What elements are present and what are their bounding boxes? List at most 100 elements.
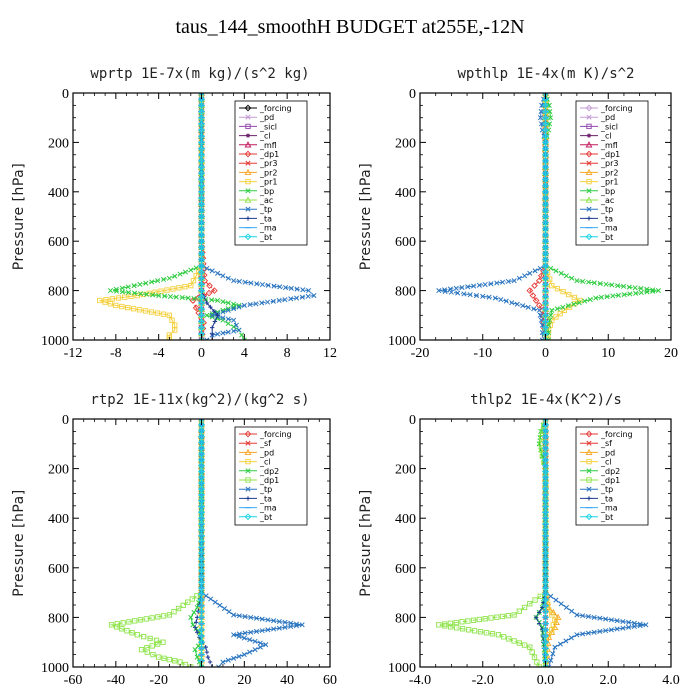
series-point: [527, 644, 533, 650]
series-point: [538, 121, 544, 127]
legend-entry: _ma: [600, 224, 618, 233]
series-point: [542, 274, 549, 282]
x-tick-label: -20: [411, 346, 430, 361]
series-point: [166, 275, 172, 281]
series-point: [448, 289, 454, 295]
series-point: [558, 601, 564, 607]
series-point: [137, 281, 143, 287]
series-point: [114, 621, 120, 627]
legend-swatch-marker: [244, 196, 252, 203]
series-point: [569, 608, 575, 614]
series-point: [259, 300, 265, 306]
series-point: [574, 278, 580, 284]
series-point: [160, 311, 167, 317]
series-point: [109, 296, 115, 302]
series-point: [125, 289, 132, 296]
series-point: [171, 609, 177, 615]
legend-entry: _mfl: [600, 141, 618, 150]
series-point: [198, 250, 205, 257]
series-point: [542, 287, 549, 294]
page-title: taus_144_smoothH BUDGET at255E,-12N: [175, 16, 525, 38]
series-point: [614, 618, 620, 624]
series-point: [542, 318, 549, 325]
x-tick-label: 0: [198, 673, 205, 688]
legend-swatch-marker: [585, 513, 593, 521]
legend-entry: _ac: [259, 196, 273, 205]
series-point: [198, 256, 205, 264]
series-point: [271, 283, 277, 289]
series-point: [529, 292, 537, 299]
legend-entry: _bt: [259, 513, 272, 522]
series-point: [253, 301, 259, 307]
y-tick-label: 1000: [388, 661, 416, 676]
series-point: [198, 632, 205, 640]
series-point: [198, 219, 205, 227]
series-point: [198, 305, 205, 313]
series-point: [498, 297, 504, 303]
series-point: [527, 601, 533, 607]
legend-entry: _dp2: [600, 467, 620, 476]
series-point: [276, 625, 282, 631]
series-point: [637, 623, 643, 629]
series-point: [248, 629, 254, 635]
x-tick-label: -20: [149, 673, 168, 688]
series-point: [447, 620, 454, 626]
series-point: [293, 621, 300, 627]
series-point: [482, 616, 488, 622]
series-point: [119, 289, 126, 295]
series-point: [591, 614, 597, 620]
legend-swatch-marker: [586, 477, 592, 483]
series-point: [597, 280, 603, 287]
series-point: [542, 620, 549, 627]
series-point: [198, 311, 205, 319]
legend: _forcing_pd_sicl_cl_mfl_dp1_pr3_pr2_pr1_…: [575, 100, 649, 246]
series-point: [550, 651, 556, 657]
series-point: [225, 329, 231, 335]
series-point: [608, 627, 614, 633]
legend-swatch-marker: [245, 123, 251, 130]
series-point: [542, 250, 549, 257]
series-point: [220, 299, 226, 305]
series-point: [436, 622, 442, 628]
y-tick-label: 600: [48, 562, 69, 577]
series-point: [476, 282, 482, 288]
legend-swatch-marker: [245, 496, 251, 501]
x-tick-label: 0: [198, 346, 205, 361]
series-point: [610, 293, 616, 299]
series-point: [160, 639, 166, 645]
y-tick-label: 800: [48, 285, 69, 300]
series-point: [542, 120, 549, 128]
series-point: [537, 621, 542, 626]
x-tick-label: 20: [664, 346, 678, 361]
series-point: [177, 271, 183, 277]
series-point: [119, 303, 125, 310]
legend-swatch-marker: [585, 430, 593, 438]
legend-entry: _forcing: [259, 430, 292, 439]
series-point: [542, 163, 549, 171]
series-point: [655, 288, 662, 294]
series-point: [542, 108, 549, 115]
series-point: [563, 638, 569, 644]
series-point: [542, 206, 549, 214]
series-point: [557, 641, 563, 647]
series-point: [231, 612, 237, 618]
series-point: [542, 262, 549, 270]
legend-entry: _ma: [259, 224, 277, 233]
series-point: [247, 649, 253, 655]
series-point: [299, 294, 305, 300]
series-point: [125, 304, 131, 311]
series-point: [488, 281, 494, 287]
series-point: [220, 659, 226, 665]
y-tick-label: 0: [62, 87, 69, 102]
x-tick-label: -4.0: [409, 673, 431, 688]
series-point: [209, 312, 215, 318]
legend-swatch-marker: [585, 168, 593, 176]
series-point: [198, 102, 205, 109]
legend-entry: _sf: [600, 439, 612, 448]
series-point: [276, 297, 282, 304]
series-point: [198, 213, 205, 220]
series-point: [155, 278, 161, 284]
series-group: [108, 419, 305, 667]
legend-entry: _dp1: [600, 150, 620, 159]
series-point: [156, 654, 162, 660]
